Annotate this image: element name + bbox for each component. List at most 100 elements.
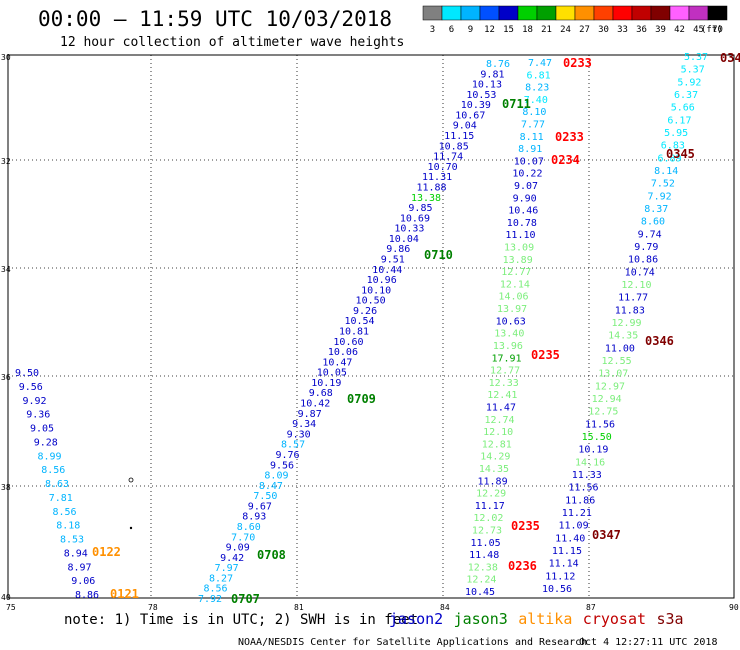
satellite-legend-item: s3a — [657, 610, 684, 628]
wave-height-label: 11.83 — [615, 305, 645, 316]
legend-label: 12 — [484, 25, 495, 35]
legend-swatch — [612, 5, 633, 21]
wave-height-label: 9.50 — [15, 368, 39, 379]
wave-height-label: 10.67 — [455, 110, 485, 121]
wave-height-label: 9.68 — [309, 388, 333, 399]
lat-label: 36 — [1, 373, 11, 382]
wave-height-label: 8.53 — [60, 535, 84, 546]
coast-dot — [129, 526, 133, 530]
wave-height-label: 11.86 — [565, 495, 595, 506]
wave-height-label: 14.35 — [479, 464, 509, 475]
wave-height-label: 10.22 — [512, 169, 542, 180]
wave-height-label: 10.19 — [578, 445, 608, 456]
wave-height-label: 8.18 — [56, 521, 80, 532]
wave-height-label: 10.13 — [472, 80, 502, 91]
lon-label: 78 — [148, 603, 158, 612]
wave-height-label: 10.70 — [428, 162, 458, 173]
legend-label: 15 — [503, 25, 514, 35]
legend-label: 45 — [693, 25, 704, 35]
wave-height-label: 10.47 — [322, 357, 352, 368]
wave-height-label: 8.47 — [259, 481, 283, 492]
time-label: 0235 — [511, 519, 540, 533]
wave-height-label: 8.60 — [237, 522, 261, 533]
wave-height-label: 11.21 — [562, 508, 592, 519]
wave-height-label: 11.15 — [552, 546, 582, 557]
wave-height-label: 5.66 — [671, 103, 695, 114]
wave-height-label: 14.06 — [498, 292, 528, 303]
wave-height-label: 8.91 — [518, 144, 542, 155]
wave-height-label: 10.85 — [439, 141, 469, 152]
satellite-legend-item: jason3 — [454, 610, 508, 628]
legend-label: 24 — [560, 25, 571, 35]
wave-height-label: 8.23 — [525, 83, 549, 94]
wave-height-label: 11.17 — [475, 501, 505, 512]
satellite-legend-item: cryosat — [583, 610, 646, 628]
wave-height-label: 9.56 — [19, 382, 43, 393]
time-label: 0345 — [666, 147, 695, 161]
lon-label: 90 — [729, 603, 739, 612]
wave-height-label: 9.92 — [22, 396, 46, 407]
legend-swatch — [574, 5, 595, 21]
plot-frame — [7, 54, 735, 599]
wave-height-label: 11.56 — [568, 483, 598, 494]
lon-label: 75 — [6, 603, 16, 612]
wave-height-label: 11.00 — [605, 343, 635, 354]
wave-height-label: 9.79 — [634, 242, 658, 253]
wave-height-label: 8.97 — [67, 562, 91, 573]
wave-height-label: 13.38 — [411, 193, 441, 204]
wave-height-label: 8.14 — [654, 166, 678, 177]
wave-height-label: 13.97 — [497, 304, 527, 315]
map-title: 00:00 – 11:59 UTC 10/03/2018 — [38, 7, 392, 31]
wave-height-label: 9.56 — [270, 460, 294, 471]
legend-swatch — [517, 5, 538, 21]
wave-height-label: 12.14 — [500, 279, 530, 290]
time-label: 0710 — [424, 248, 453, 262]
wave-height-label: 5.92 — [677, 77, 701, 88]
wave-height-label: 12.75 — [588, 407, 618, 418]
wave-height-label: 11.09 — [558, 521, 588, 532]
wave-height-label: 7.92 — [198, 594, 222, 605]
color-legend: 3 6 9 12 15 18 21 24 27 30 33 36 39 42 45 70 — [422, 5, 728, 35]
lat-label: 40 — [1, 593, 11, 602]
wave-height-label: 10.39 — [461, 100, 491, 111]
wave-height-label: 12.94 — [592, 394, 622, 405]
wave-height-label: 8.11 — [520, 132, 544, 143]
legend-swatch — [707, 5, 728, 21]
wave-height-label: 13.07 — [598, 369, 628, 380]
wave-height-label: 9.67 — [248, 501, 272, 512]
legend-swatch — [479, 5, 500, 21]
wave-height-label: 12.77 — [501, 267, 531, 278]
legend-label: 36 — [636, 25, 647, 35]
wave-height-label: 10.74 — [625, 267, 655, 278]
wave-height-label: 13.09 — [504, 243, 534, 254]
wave-height-label: 14.29 — [480, 452, 510, 463]
wave-height-label: 9.07 — [514, 181, 538, 192]
time-label: 0233 — [563, 56, 592, 70]
wave-height-label: 11.77 — [618, 293, 648, 304]
wave-height-label: 8.56 — [203, 584, 227, 595]
wave-height-label: 12.29 — [476, 489, 506, 500]
wave-height-label: 9.86 — [386, 244, 410, 255]
wave-height-label: 11.89 — [478, 476, 508, 487]
wave-height-label: 5.95 — [664, 128, 688, 139]
wave-height-label: 6.17 — [667, 115, 691, 126]
legend-swatch — [593, 5, 614, 21]
legend-swatch — [688, 5, 709, 21]
wave-height-label: 11.74 — [433, 152, 463, 163]
wave-height-label: 11.33 — [572, 470, 602, 481]
wave-height-label: 11.88 — [416, 182, 446, 193]
time-label: 0707 — [231, 592, 260, 606]
wave-height-label: 10.05 — [317, 368, 347, 379]
wave-height-label: 6.83 — [661, 141, 685, 152]
wave-height-label: 10.04 — [389, 234, 419, 245]
satellite-legend: jason2 jason3 altika cryosat s3a — [389, 610, 684, 628]
wave-height-label: 11.05 — [471, 538, 501, 549]
wave-height-label: 9.42 — [220, 553, 244, 564]
wave-height-label: 8.76 — [486, 59, 510, 70]
footer-note: note: 1) Time is in UTC; 2) SWH is in fe… — [64, 612, 418, 628]
wave-height-label: 10.45 — [465, 587, 495, 598]
wave-height-label: 7.52 — [651, 179, 675, 190]
wave-height-label: 9.28 — [34, 437, 58, 448]
wave-height-label: 7.92 — [648, 191, 672, 202]
